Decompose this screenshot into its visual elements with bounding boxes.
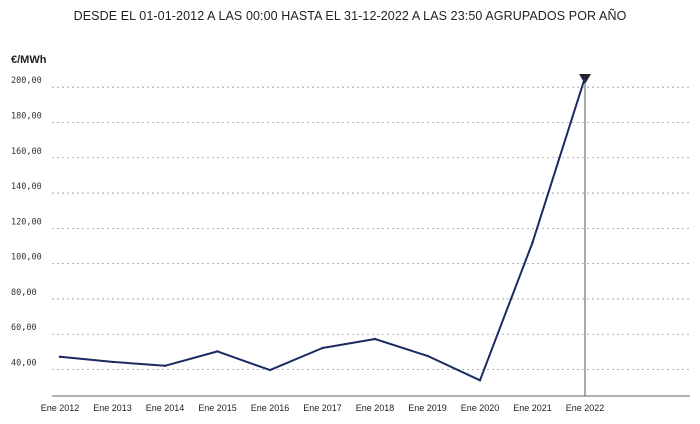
data-point: [426, 354, 429, 358]
x-tick-label: Ene 2021: [513, 403, 552, 413]
y-tick-label: 200,00: [11, 76, 42, 86]
y-tick-label: 40,00: [11, 359, 37, 369]
y-tick-label: 140,00: [11, 182, 42, 192]
x-tick-label: Ene 2014: [146, 403, 185, 413]
y-tick-label: 120,00: [11, 217, 42, 227]
y-tick-label: 180,00: [11, 111, 42, 121]
y-axis-ticks: 40,00 60,00 80,00 100,00 120,00 140,00 160,00 1…: [11, 76, 42, 368]
gridlines: [52, 86, 690, 370]
data-point: [58, 355, 62, 359]
data-point: [478, 379, 482, 382]
x-tick-label: Ene 2019: [408, 403, 447, 413]
series-lines: [58, 76, 587, 382]
data-point: [268, 368, 272, 372]
x-tick-label: Ene 2020: [461, 403, 500, 413]
x-axis-ticks: Ene 2012 Ene 2013 Ene 2014 Ene 2015 Ene 2016…: [41, 403, 605, 413]
data-point: [583, 76, 587, 79]
data-point: [111, 360, 114, 364]
x-tick-label: Ene 2015: [198, 403, 237, 413]
chart-title: DESDE EL 01-01-2012 A LAS 00:00 HASTA EL…: [73, 9, 627, 23]
y-tick-label: 60,00: [11, 323, 37, 333]
data-point: [163, 364, 167, 368]
x-tick-label: Ene 2022: [566, 403, 605, 413]
y-tick-label: 160,00: [11, 147, 42, 157]
data-point: [373, 337, 377, 341]
y-tick-label: 100,00: [11, 253, 42, 263]
x-tick-label: Ene 2016: [251, 403, 290, 413]
data-point: [216, 350, 219, 353]
x-tick-label: Ene 2013: [93, 403, 132, 413]
data-point: [531, 241, 534, 244]
cursor-marker[interactable]: [579, 74, 591, 396]
y-tick-label: 80,00: [11, 288, 37, 298]
y-axis-unit-label: €/MWh: [11, 54, 47, 66]
x-tick-label: Ene 2017: [303, 403, 342, 413]
series-line: [59, 76, 586, 382]
data-point: [321, 346, 324, 350]
x-tick-label: Ene 2012: [41, 403, 80, 413]
x-tick-label: Ene 2018: [356, 403, 395, 413]
